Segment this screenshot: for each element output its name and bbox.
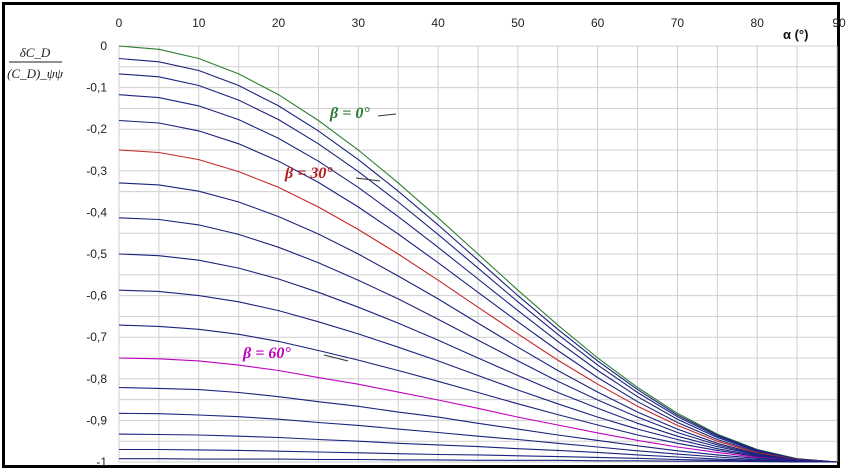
x-tick-label: 50	[511, 16, 525, 30]
x-tick-label: 30	[352, 16, 366, 30]
y-axis-label-denominator: (C_D)_ψψ	[7, 66, 64, 81]
curve-line	[118, 412, 838, 463]
x-axis-label: α (°)	[783, 27, 808, 42]
y-tick-label: 0	[100, 39, 107, 53]
y-tick-label: -0,2	[86, 122, 107, 136]
x-tick-label: 60	[591, 16, 605, 30]
annotation-pointer-line	[355, 177, 381, 182]
y-tick-label: -0,3	[86, 164, 107, 178]
curves	[118, 45, 838, 463]
curve-line	[118, 433, 838, 463]
curve-line	[118, 386, 838, 463]
annotation-pointer-line	[377, 113, 397, 117]
curve-0-deg	[118, 45, 838, 463]
y-tick-label: -0,9	[86, 413, 107, 427]
curve-line	[118, 57, 838, 463]
y-tick-label: -0,7	[86, 330, 107, 344]
curve-line	[119, 448, 838, 463]
curve-annotation: β = 30°	[284, 165, 333, 182]
curve-line	[118, 289, 838, 463]
x-tick-label: 80	[751, 16, 765, 30]
x-tick-label: 90	[832, 16, 846, 30]
x-tick-label: 10	[192, 16, 206, 30]
chart-frame	[2, 2, 840, 468]
curve-line	[118, 119, 838, 463]
y-tick-label: -0,8	[86, 372, 107, 386]
curve-line	[119, 458, 837, 463]
y-tick-label: -0,1	[86, 81, 107, 95]
x-tick-labels: 0 10 20 30 40 50 60 70 80 90	[116, 16, 846, 30]
x-tick-label: 40	[431, 16, 445, 30]
y-axis-label: δC_D (C_D)_ψψ	[7, 45, 64, 81]
curve-line	[118, 182, 838, 463]
y-tick-label: -0,5	[86, 247, 107, 261]
y-tick-label: -0,6	[86, 289, 107, 303]
y-tick-labels: 0 -0,1 -0,2 -0,3 -0,4 -0,5 -0,6 -0,7 -0,8 -0,9 -1	[86, 39, 107, 469]
curve-line	[118, 94, 838, 463]
annotation-pointer-line	[323, 354, 349, 362]
x-tick-label: 70	[671, 16, 685, 30]
curve-line	[118, 73, 838, 463]
x-tick-label: 20	[272, 16, 286, 30]
curve-annotation: β = 60°	[242, 345, 291, 362]
curve-annotations: β = 0° β = 30° β = 60°	[242, 105, 397, 362]
curve-line	[118, 217, 838, 463]
x-tick-label: 0	[116, 16, 123, 30]
curve-30-deg	[118, 149, 838, 463]
curve-line	[118, 253, 838, 463]
y-tick-label: -1	[96, 455, 107, 469]
curve-annotation: β = 0°	[329, 105, 370, 122]
y-tick-label: -0,4	[86, 205, 107, 219]
curve-line	[118, 324, 838, 463]
curve-60-deg	[118, 357, 838, 463]
y-axis-label-numerator: δC_D	[20, 45, 51, 60]
